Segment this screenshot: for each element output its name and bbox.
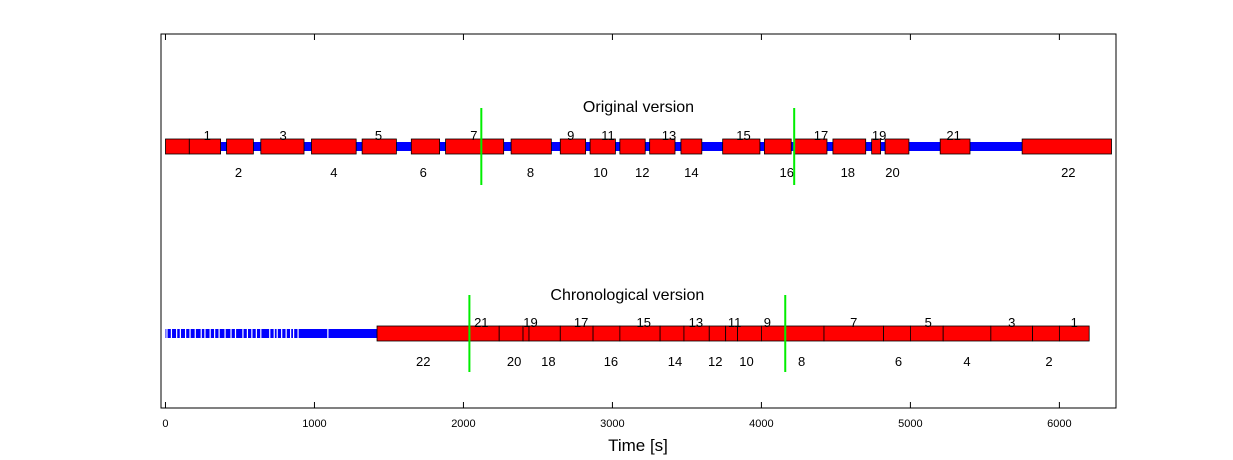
x-tick-label: 0: [162, 418, 168, 430]
x-tick-label: 2000: [451, 418, 475, 430]
segment-label: 19: [872, 128, 886, 143]
segment-label: 15: [636, 315, 650, 330]
segment-22: [1021, 138, 1112, 155]
segment-label: 20: [507, 354, 521, 369]
segment-label: 10: [739, 354, 753, 369]
segment-label: 4: [963, 354, 970, 369]
segment-label: 13: [662, 128, 676, 143]
segment-15: [659, 325, 685, 342]
x-axis: 0 1000 2000 3000 4000 5000 6000: [162, 34, 1072, 430]
segment-21: [939, 138, 971, 155]
segment-10: [559, 138, 587, 155]
track-title: Chronological version: [550, 287, 704, 304]
segment-label: 8: [527, 165, 534, 180]
x-tick-label: 1000: [302, 418, 326, 430]
segment-5: [311, 138, 357, 155]
segment-3: [1058, 325, 1090, 342]
segment-label: 21: [946, 128, 960, 143]
segment-label: 3: [280, 128, 287, 143]
segment-label: 16: [780, 165, 794, 180]
segment-label: 9: [764, 315, 771, 330]
segment-6: [942, 325, 992, 342]
segment-15: [722, 138, 761, 155]
segment-1: [165, 138, 190, 155]
segment-19: [871, 138, 882, 155]
segment-12: [619, 138, 646, 155]
segment-label: 19: [523, 315, 537, 330]
x-tick-label: 4000: [749, 418, 773, 430]
segment-label: 6: [895, 354, 902, 369]
segment-label: 14: [668, 354, 682, 369]
segment-label: 22: [416, 354, 430, 369]
segment-label: 9: [567, 128, 574, 143]
segment-7: [410, 138, 441, 155]
segment-17: [592, 325, 621, 342]
segment-label: 18: [541, 354, 555, 369]
segment-16: [763, 138, 792, 155]
segment-8: [883, 325, 911, 342]
segment-label: 16: [604, 354, 618, 369]
segment-label: 5: [925, 315, 932, 330]
x-tick-label: 6000: [1047, 418, 1071, 430]
x-tick-label: 3000: [600, 418, 624, 430]
segment-label: 7: [850, 315, 857, 330]
segment-label: 6: [420, 165, 427, 180]
segment-13: [708, 325, 727, 342]
segment-label: 14: [684, 165, 698, 180]
segment-label: 1: [204, 128, 211, 143]
segment-14: [680, 138, 703, 155]
segment-label: 1: [1071, 315, 1078, 330]
x-tick-label: 5000: [898, 418, 922, 430]
segment-label: 5: [375, 128, 382, 143]
segment-4: [260, 138, 305, 155]
segment-11: [589, 138, 616, 155]
segment-label: 8: [798, 354, 805, 369]
segment-3: [226, 138, 254, 155]
segment-label: 22: [1061, 165, 1075, 180]
segment-label: 15: [736, 128, 750, 143]
segment-13: [649, 138, 676, 155]
segment-6: [361, 138, 397, 155]
segment-label: 7: [470, 128, 477, 143]
segment-18: [832, 138, 867, 155]
segment-label: 18: [841, 165, 855, 180]
segment-label: 17: [814, 128, 828, 143]
segment-4: [1032, 325, 1060, 342]
segment-label: 11: [601, 128, 615, 143]
plot-frame: [160, 33, 1117, 409]
segment-label: 13: [689, 315, 703, 330]
segment-label: 4: [330, 165, 337, 180]
track-title: Original version: [583, 99, 694, 116]
segment-label: 20: [885, 165, 899, 180]
segment-label: 11: [728, 315, 742, 330]
segment-9: [510, 138, 552, 155]
segment-8: [445, 138, 505, 155]
segment-label: 17: [574, 315, 588, 330]
segment-label: 10: [593, 165, 607, 180]
segment-label: 12: [635, 165, 649, 180]
segment-label: 2: [235, 165, 242, 180]
segment-label: 12: [708, 354, 722, 369]
segment-20: [884, 138, 910, 155]
x-axis-label: Time [s]: [608, 436, 668, 455]
segment-label: 3: [1008, 315, 1015, 330]
segment-label: 2: [1045, 354, 1052, 369]
segment-label: 21: [474, 315, 488, 330]
segment-21: [498, 325, 524, 342]
segment-2: [188, 138, 221, 155]
